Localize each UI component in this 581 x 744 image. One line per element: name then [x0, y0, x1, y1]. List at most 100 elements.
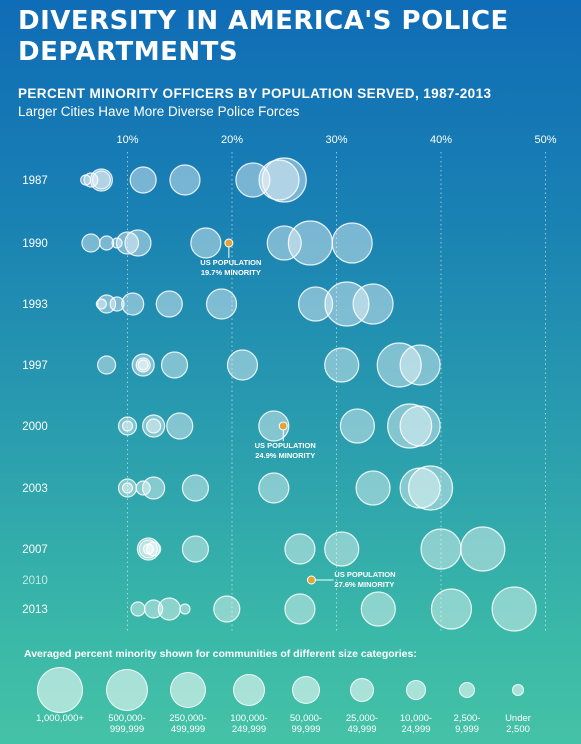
- bubble-2007-4: [181, 535, 210, 563]
- page-title: DIVERSITY IN AMERICA'S POLICE DEPARTMENT…: [18, 6, 509, 67]
- legend-swatch: [292, 676, 320, 704]
- bubble-2003-3: [258, 472, 290, 504]
- legend-label: 50,000- 99,999: [289, 713, 323, 735]
- bubble-1993-0: [324, 281, 370, 327]
- legend-label: 10,000- 24,999: [399, 713, 433, 735]
- bubble-2013-0: [491, 586, 537, 632]
- bubble-1990-3: [190, 227, 222, 259]
- year-label: 1993: [22, 299, 48, 311]
- bubble-1990-7: [98, 235, 115, 251]
- bubble-1987-4: [129, 166, 157, 194]
- bubble-2003-2: [355, 470, 391, 506]
- legend-label: 1,000,000+: [36, 713, 84, 724]
- us-pop-label: US POPULATION: [334, 570, 395, 579]
- x-tick-label: 30%: [325, 134, 347, 146]
- legend-swatch: [406, 680, 426, 700]
- bubble-1997-3: [226, 349, 259, 381]
- legend-swatch: [350, 678, 374, 702]
- us-pop-marker: [306, 575, 316, 585]
- bubble-1997-8: [137, 359, 149, 371]
- bubble-2003-8: [121, 482, 134, 494]
- bubble-1993-3: [205, 288, 238, 320]
- legend-swatch: [37, 667, 83, 713]
- legend-swatch: [106, 669, 148, 711]
- legend-swatch: [512, 684, 524, 696]
- bubble-1987-2: [235, 162, 271, 198]
- year-label: 1997: [22, 360, 48, 372]
- bubble-1990-2: [266, 225, 302, 261]
- year-label: 2007: [22, 544, 48, 556]
- year-label: 2010: [22, 575, 48, 587]
- bubble-2007-6: [138, 539, 158, 559]
- bubble-1990-1: [331, 222, 373, 264]
- bubble-2000-8: [121, 420, 134, 432]
- bubble-2013-7: [130, 601, 146, 617]
- legend-label: 250,000- 499,999: [169, 713, 207, 735]
- year-label: 1987: [22, 175, 48, 187]
- bubble-2000-7: [146, 418, 162, 434]
- legend-label: 100,000- 249,999: [230, 713, 268, 735]
- us-pop-label: US POPULATION: [200, 258, 261, 267]
- bubble-1997-6: [96, 355, 117, 375]
- legend-title: Averaged percent minority shown for comm…: [24, 648, 417, 660]
- bubble-2003-1: [399, 467, 441, 509]
- bubble-1997-1: [399, 344, 441, 386]
- x-tick-label: 50%: [534, 134, 556, 146]
- bubble-2000-4: [166, 412, 194, 440]
- bubble-2007-0: [460, 526, 506, 572]
- bubble-2007-2: [324, 531, 360, 567]
- bubble-2013-1: [430, 588, 473, 630]
- bubble-1997-2: [324, 347, 360, 383]
- legend-swatch: [233, 674, 265, 706]
- bubble-2013-2: [360, 591, 396, 627]
- bubble-2003-7: [135, 480, 151, 496]
- x-tick-label: 20%: [221, 134, 243, 146]
- bubble-2003-4: [181, 474, 210, 502]
- bubble-2000-6: [117, 416, 138, 436]
- bubble-1993-1: [352, 283, 394, 325]
- bubble-1997-4: [160, 351, 189, 379]
- bubble-1990-6: [81, 233, 101, 253]
- bubble-1993-5: [121, 292, 145, 316]
- year-label: 2013: [22, 604, 48, 616]
- bubble-1993-8: [95, 298, 107, 310]
- bubble-2007-3: [284, 533, 316, 565]
- legend-label: 25,000- 49,999: [345, 713, 379, 735]
- bubble-2013-6: [144, 599, 164, 619]
- us-pop-marker: [278, 421, 288, 431]
- x-tick-label: 10%: [116, 134, 138, 146]
- bubble-2007-8: [142, 543, 154, 555]
- bubble-2013-3: [284, 593, 316, 625]
- bubble-1987-1: [258, 159, 300, 201]
- bubble-1987-3: [169, 164, 201, 196]
- chart-description: Larger Cities Have More Diverse Police F…: [18, 104, 300, 119]
- us-pop-label: US POPULATION: [255, 441, 316, 450]
- bubble-2000-5: [142, 414, 166, 438]
- bubble-1990-5: [115, 231, 140, 255]
- bubble-1993-2: [298, 286, 334, 322]
- bubble-1987-8: [80, 174, 92, 186]
- bubble-1993-4: [155, 290, 183, 318]
- legend-label: 2,500- 9,999: [453, 713, 481, 735]
- bubble-1990-8: [111, 237, 123, 249]
- us-pop-label: 27.6% MINORITY: [334, 580, 394, 589]
- us-pop-label: 24.9% MINORITY: [255, 451, 315, 460]
- bubble-2013-4: [213, 595, 241, 623]
- legend-label: 500,000- 999,999: [108, 713, 146, 735]
- year-label: 2000: [22, 421, 48, 433]
- bubble-2007-1: [420, 528, 462, 570]
- bubble-2000-0: [387, 403, 433, 449]
- bubble-2007-5: [136, 537, 160, 561]
- legend-swatch: [459, 682, 475, 698]
- bubble-2000-1: [399, 405, 441, 447]
- legend-label: Under 2,500: [505, 713, 531, 735]
- bubble-1997-0: [376, 342, 422, 388]
- bubble-1997-5: [131, 353, 155, 377]
- year-label: 2003: [22, 483, 48, 495]
- bubble-2003-0: [407, 465, 454, 511]
- us-pop-marker: [224, 238, 234, 248]
- bubble-1993-7: [109, 296, 125, 312]
- us-pop-label: 19.7% MINORITY: [201, 268, 261, 277]
